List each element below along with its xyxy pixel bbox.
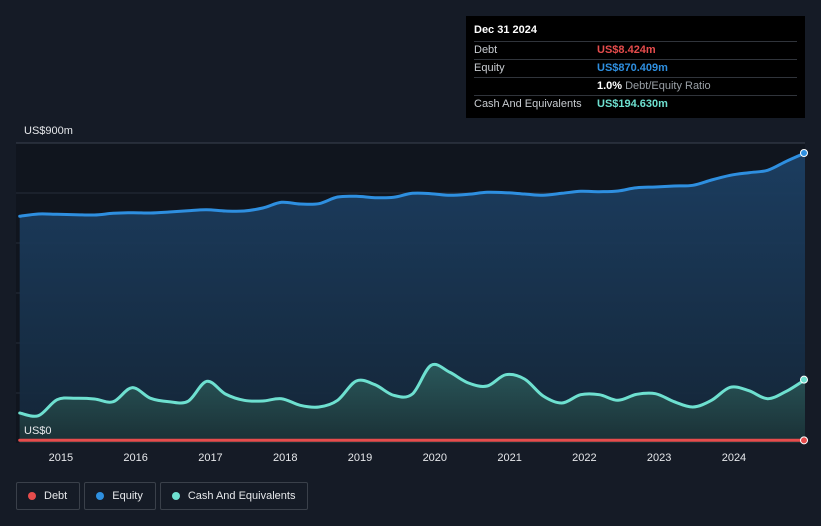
tooltip-label: Equity — [474, 62, 505, 74]
equity-area — [19, 153, 805, 443]
equity-line — [18, 151, 807, 218]
tooltip-value: US$8.424m — [597, 44, 656, 56]
tooltip-value: US$870.409m — [597, 62, 668, 74]
legend-label: Equity — [112, 490, 143, 502]
series-endpoints — [800, 149, 808, 445]
cash-and-equivalents-area — [19, 364, 805, 443]
tooltip-label: Cash And Equivalents — [474, 98, 582, 110]
tooltip-row-debt: Debt US$8.424m — [474, 42, 797, 60]
legend-item-debt[interactable]: Debt — [16, 482, 81, 510]
x-tick-label: 2021 — [497, 452, 521, 464]
series-lines — [18, 151, 807, 442]
legend-item-equity[interactable]: Equity — [84, 482, 156, 510]
series-areas — [19, 153, 805, 443]
x-tick-label: 2023 — [647, 452, 671, 464]
x-axis-tick-labels: 2015 2016 2017 2018 2019 2020 2021 2022 2023 2024 — [49, 452, 747, 464]
legend-dot-icon — [171, 492, 180, 500]
y-axis-bottom-label: US$0 — [24, 425, 52, 437]
cash-and-equivalents-endpoint — [800, 375, 808, 384]
tooltip-row-cash: Cash And Equivalents US$194.630m — [474, 96, 797, 113]
legend-item-cash[interactable]: Cash And Equivalents — [159, 482, 309, 510]
equity-endpoint — [800, 149, 808, 157]
y-axis-top-label: US$900m — [24, 125, 73, 137]
x-tick-label: 2016 — [123, 452, 147, 464]
chart-legend: Debt Equity Cash And Equivalents — [16, 482, 309, 510]
tooltip-label — [474, 78, 597, 95]
data-tooltip: Dec 31 2024 Debt US$8.424m Equity US$870… — [466, 16, 805, 118]
tooltip-label: Debt — [474, 44, 498, 56]
legend-dot-icon — [96, 492, 105, 500]
x-tick-label: 2015 — [49, 452, 73, 464]
tooltip-value: 1.0% — [597, 80, 623, 92]
x-tick-label: 2019 — [348, 452, 372, 464]
x-tick-label: 2024 — [722, 452, 746, 464]
legend-dot-icon — [28, 492, 36, 500]
x-tick-label: 2017 — [198, 452, 222, 464]
tooltip-value: US$194.630m — [597, 98, 668, 110]
tooltip-ratio-label: Debt/Equity Ratio — [625, 80, 711, 92]
cash-and-equivalents-line — [18, 362, 807, 418]
x-tick-label: 2018 — [273, 452, 297, 464]
legend-label: Cash And Equivalents — [187, 490, 296, 502]
legend-label: Debt — [44, 490, 68, 502]
tooltip-date: Dec 31 2024 — [474, 23, 797, 42]
tooltip-row-ratio: 1.0% Debt/Equity Ratio — [474, 78, 797, 96]
tooltip-row-equity: Equity US$870.409m — [474, 60, 797, 78]
x-tick-label: 2022 — [572, 452, 596, 464]
x-tick-label: 2020 — [423, 452, 447, 464]
debt-endpoint — [800, 436, 808, 445]
